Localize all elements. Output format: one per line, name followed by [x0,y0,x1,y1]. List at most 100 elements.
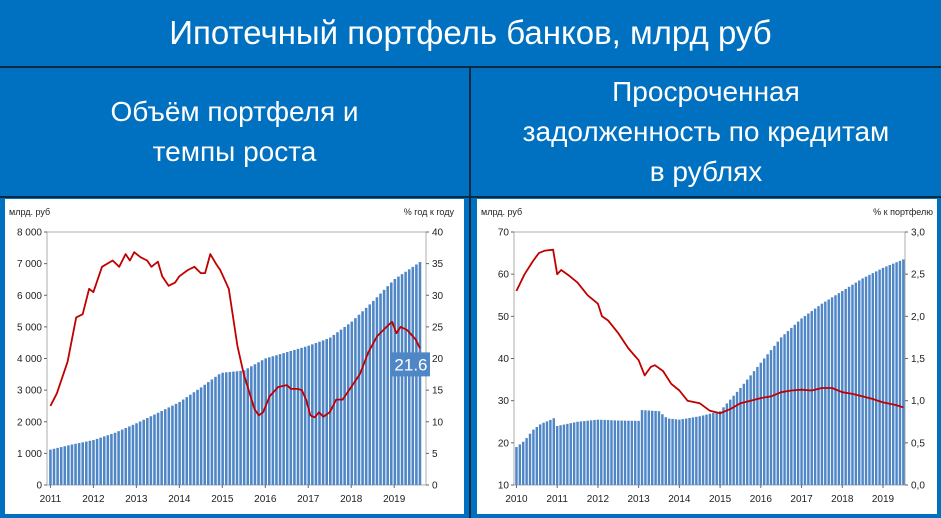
right-axis-unit: % к портфелю [873,207,933,217]
bar [671,418,674,485]
right-axis-tick-label: 40 [432,228,444,239]
bar [606,420,610,485]
bar [864,276,868,485]
bar [307,345,311,485]
bar [339,329,343,485]
overdue-chart-panel: млрд. руб % к портфелю 10 20 30 40 50 60 70 0,0 0,… [477,199,937,514]
right-axis-tick-label: 25 [432,322,444,333]
bar [701,415,705,485]
left-axis-tick-label: 50 [498,312,510,323]
bar [300,347,303,485]
bar [518,444,522,485]
bar [257,362,260,485]
right-axis-tick-label: 0 [432,481,438,492]
callout-label: 21.6 [394,355,427,374]
bar [596,419,600,485]
left-axis-tick-label: 30 [498,396,510,407]
bar [824,301,827,485]
bar [178,401,181,485]
bar [589,420,593,485]
bar [232,371,235,485]
x-axis-tick-label: 2016 [254,494,277,505]
bar [160,411,163,485]
bar [210,379,214,485]
left-axis-unit: млрд. руб [9,207,50,217]
bar [742,383,746,485]
bar [555,425,559,485]
bar [278,354,282,485]
bar [644,410,647,485]
bar [813,308,817,485]
bar [705,414,708,485]
bar [790,327,793,485]
bar [891,263,895,486]
left-axis-tick-label: 4 000 [17,354,42,365]
bar [56,447,59,485]
bar [712,412,715,485]
bar [346,324,350,485]
bar [375,297,379,485]
portfolio-chart-panel: млрд. руб % год к году 0 1 000 2 000 3 000 4 0… [5,199,464,514]
bar [586,420,589,485]
bar [756,366,759,485]
bar [181,399,185,485]
heading-divider [0,196,941,198]
bar [576,421,579,485]
bar [600,419,603,485]
left-axis-tick-label: 10 [498,481,510,492]
right-axis-unit: % год к году [404,207,455,217]
bar [566,423,569,485]
bar [325,339,328,485]
left-axis-tick-label: 40 [498,354,510,365]
bar [875,271,878,485]
left-axis-tick-label: 20 [498,438,510,449]
right-axis-tick-label: 10 [432,417,444,428]
bar [63,446,67,485]
right-axis-tick-label: 3,0 [911,228,925,239]
bar [88,440,92,485]
right-axis-tick-label: 1,5 [911,354,925,365]
bar [382,289,386,485]
bar [314,343,318,485]
bar [851,284,854,485]
bar [837,293,841,485]
left-axis-tick-label: 3 000 [17,386,42,397]
bar [224,372,228,485]
bar [844,288,847,485]
bar [153,414,156,485]
bar [110,433,113,485]
bar [52,448,56,485]
bar [881,267,885,485]
bar [569,423,572,485]
bar [321,340,325,485]
bar [397,276,400,485]
bar [623,420,627,485]
bar [739,388,742,485]
bar [336,332,339,485]
bar [135,423,138,485]
bar [552,418,555,485]
bar [647,410,651,485]
bar [522,441,525,485]
bar [311,344,314,485]
bar [538,424,542,485]
bar [722,407,725,485]
bar [357,314,361,485]
x-axis-tick-label: 2017 [790,494,813,505]
bar [820,303,824,485]
bar [275,355,278,485]
bar [343,326,346,485]
bar [354,318,357,485]
bar [725,403,729,485]
bar [525,438,528,485]
bar [542,422,545,485]
bar [217,374,221,485]
bar [404,271,407,485]
series-line [515,248,904,415]
bar [163,409,167,485]
bar [674,419,678,485]
bar [271,356,275,485]
bar [106,435,110,485]
bar [854,282,858,485]
bar [167,407,171,485]
